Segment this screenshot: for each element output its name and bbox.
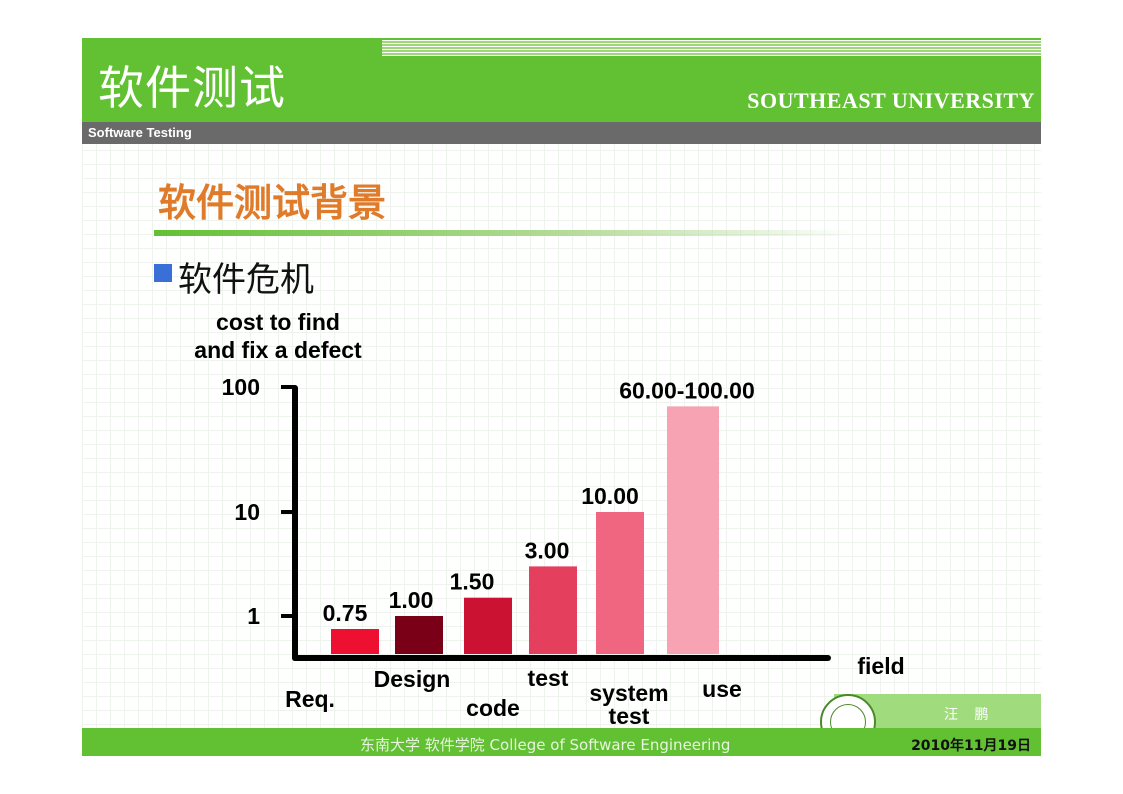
data-label: 1.50: [450, 569, 495, 595]
category-label: test: [609, 703, 650, 729]
footer-text: 东南大学 软件学院 College of Software Engineerin…: [360, 736, 731, 754]
slide: 软件测试 SOUTHEAST UNIVERSITY Software Testi…: [82, 38, 1041, 756]
data-label: 10.00: [581, 483, 639, 509]
university-name: SOUTHEAST UNIVERSITY: [747, 88, 1035, 113]
bar: [529, 566, 577, 654]
bar: [667, 406, 719, 654]
header-band: 软件测试 SOUTHEAST UNIVERSITY: [82, 38, 1041, 122]
section-title: 软件测试背景: [158, 181, 387, 225]
category-label: test: [528, 665, 569, 691]
header-stripes: [382, 40, 1041, 56]
category-label: Design: [374, 666, 451, 692]
author-name: 汪 鹏: [944, 707, 995, 723]
slide-date: 2010年11月19日: [911, 738, 1031, 754]
subtitle-band: Software Testing: [82, 122, 1041, 144]
section-rule: [154, 230, 854, 236]
category-label: Req.: [285, 686, 335, 712]
subtitle-label: Software Testing: [88, 125, 192, 140]
category-label: system: [589, 680, 668, 706]
y-tick-label: 10: [234, 499, 260, 525]
bar: [464, 597, 512, 654]
data-label: 1.00: [389, 587, 434, 613]
data-label: 60.00-100.00: [619, 377, 755, 403]
y-axis-label: cost to find: [216, 309, 340, 335]
y-tick-label: 1: [247, 603, 260, 629]
y-tick-label: 100: [222, 374, 260, 400]
x-axis-label: field: [857, 653, 904, 679]
category-label: use: [702, 676, 742, 702]
data-label: 3.00: [525, 537, 570, 563]
bar: [331, 628, 379, 654]
footer-band: 东南大学 软件学院 College of Software Engineerin…: [82, 728, 1041, 756]
bar: [395, 616, 443, 654]
bar: [596, 512, 644, 654]
category-label: code: [466, 695, 520, 721]
data-label: 0.75: [323, 600, 368, 626]
slide-title: 软件测试: [98, 61, 286, 115]
y-axis-label: and fix a defect: [194, 337, 362, 363]
bullet-text: 软件危机: [178, 260, 314, 300]
bullet-square-icon: [154, 264, 172, 282]
